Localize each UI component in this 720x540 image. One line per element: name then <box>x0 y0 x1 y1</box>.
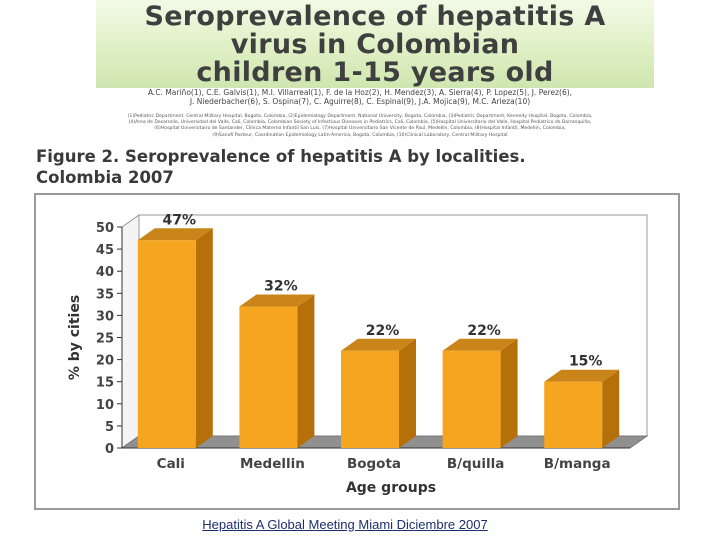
y-tick-label: 25 <box>96 332 114 347</box>
y-tick-label: 10 <box>96 398 114 413</box>
bar <box>239 306 298 448</box>
bar-side <box>399 338 416 448</box>
bar-side <box>297 294 315 448</box>
bar-side <box>602 369 620 448</box>
bar-top <box>341 338 416 351</box>
bar-side <box>195 228 213 448</box>
y-tick-label: 50 <box>96 221 114 236</box>
bar <box>137 240 196 448</box>
poster-title-line: Seroprevalence of hepatitis A <box>144 1 606 32</box>
x-tick-label: B/manga <box>544 456 611 472</box>
x-tick-label: Medellin <box>240 456 305 472</box>
affiliation-line: (1)Pediatric Department, Central Militar… <box>127 114 593 119</box>
poster-title: Seroprevalence of hepatitis A virus in C… <box>96 3 654 87</box>
x-tick-label: B/quilla <box>447 456 505 472</box>
y-tick-label: 0 <box>105 442 114 457</box>
data-label: 15% <box>569 354 603 370</box>
poster-title-line: children 1-15 years old <box>196 57 554 88</box>
bar-top <box>137 228 213 241</box>
x-axis-title: Age groups <box>346 480 436 496</box>
bar-top <box>239 294 315 307</box>
y-tick-label: 20 <box>96 354 114 369</box>
bar <box>544 381 603 448</box>
data-label: 32% <box>264 279 298 295</box>
data-label: 47% <box>163 212 197 228</box>
footer-note[interactable]: Hepatitis A Global Meeting Miami Diciemb… <box>202 517 488 532</box>
author-line: A.C. Mariño(1), C.E. Galvis(1), M.I. Vil… <box>147 88 573 97</box>
figure-caption: Figure 2. Seroprevalence of hepatitis A … <box>36 146 676 188</box>
x-tick-label: Bogota <box>347 456 401 472</box>
author-list: A.C. Mariño(1), C.E. Galvis(1), M.I. Vil… <box>40 88 680 106</box>
poster-title-line: virus in Colombian <box>230 29 520 60</box>
title-banner <box>96 0 654 88</box>
author-line: J. Niederbacher(6), S. Ospina(7), C. Agu… <box>189 97 531 106</box>
y-tick-label: 45 <box>96 243 114 258</box>
chart-text: 0 5 10 15 20 25 30 35 40 45 50 47% Cali 32% Medellin 22… <box>67 212 611 496</box>
y-tick-label: 40 <box>96 265 114 280</box>
bar <box>442 350 501 448</box>
y-tick-label: 5 <box>105 420 114 435</box>
x-tick-label: Cali <box>157 456 185 472</box>
figure-caption-line: Colombia 2007 <box>36 168 174 187</box>
y-tick-label: 15 <box>96 376 114 391</box>
y-tick-label: 30 <box>96 309 114 324</box>
y-axis-title: % by cities <box>67 295 83 380</box>
data-label: 22% <box>467 323 501 339</box>
bar-top <box>442 338 518 351</box>
affiliation-list: (1)Pediatric Department, Central Militar… <box>40 114 680 139</box>
data-label: 22% <box>366 323 400 339</box>
y-tick-label: 35 <box>96 287 114 302</box>
affiliation-line: (9)Sanofi Pasteur, Coordination Epidemio… <box>212 132 508 138</box>
bar-side <box>500 338 518 448</box>
bar-series <box>137 228 620 448</box>
figure-caption-line: Figure 2. Seroprevalence of hepatitis A … <box>36 147 526 166</box>
affiliation-line: (6)Hospital Universitario de Santander, … <box>154 126 566 132</box>
chart-left-wall <box>121 214 140 449</box>
bar <box>341 350 399 448</box>
bar-top <box>544 369 620 382</box>
affiliation-line: (4)Area de Desarrollo, Universidad del V… <box>128 120 592 126</box>
